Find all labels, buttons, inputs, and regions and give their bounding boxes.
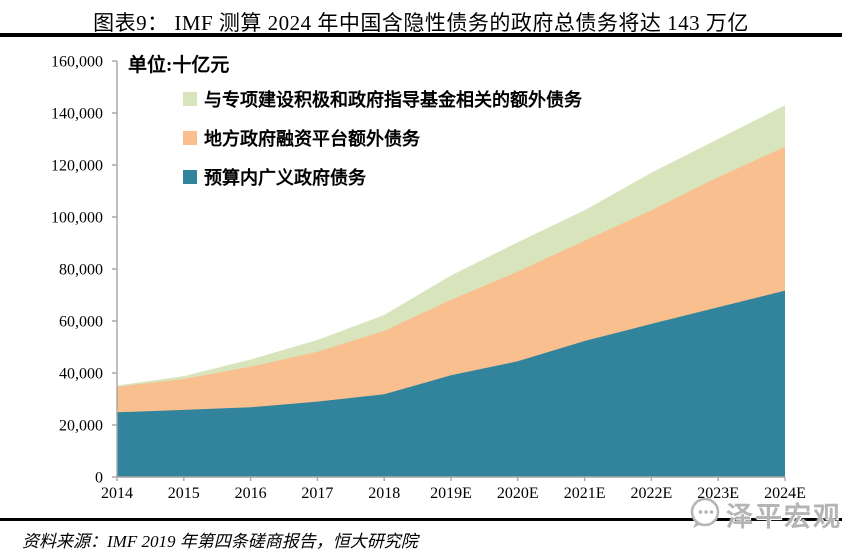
legend-label: 地方政府融资平台额外债务	[204, 129, 420, 149]
x-tick-label: 2022E	[631, 485, 673, 502]
x-tick-label: 2017	[301, 485, 333, 502]
watermark: 泽平宏观	[686, 494, 842, 534]
x-tick-label: 2024E	[764, 485, 806, 502]
area-layer-0	[117, 290, 785, 477]
y-tick-label: 80,000	[59, 262, 103, 279]
legend-label: 预算内广义政府债务	[204, 168, 366, 188]
watermark-text: 泽平宏观	[726, 501, 842, 532]
y-tick-label: 100,000	[51, 210, 103, 227]
x-tick-label: 2019E	[430, 485, 472, 502]
legend-swatch-green	[183, 92, 197, 106]
unit-label: 单位:十亿元	[128, 55, 230, 76]
title-divider-rule	[0, 33, 842, 37]
x-tick-label: 2016	[235, 485, 267, 502]
x-tick-label: 2023E	[697, 485, 739, 502]
legend-swatch-teal	[183, 170, 197, 184]
y-tick-label: 140,000	[51, 106, 103, 123]
legend-item-budget-debt: 预算内广义政府债务	[183, 166, 582, 188]
footer-divider-rule	[0, 518, 842, 521]
chart-legend: 与专项建设积极和政府指导基金相关的额外债务 地方政府融资平台额外债务 预算内广义…	[183, 88, 582, 205]
chart-title: 图表9： IMF 测算 2024 年中国含隐性债务的政府总债务将达 143 万亿	[93, 11, 749, 35]
x-tick-label: 2014	[101, 485, 133, 502]
speech-bubble-face-icon	[690, 497, 720, 528]
x-tick-label: 2018	[368, 485, 400, 502]
source-note: 资料来源：IMF 2019 年第四条磋商报告，恒大研究院	[22, 532, 418, 551]
legend-item-special-funds-debt: 与专项建设积极和政府指导基金相关的额外债务	[183, 88, 582, 110]
x-tick-label: 2020E	[497, 485, 539, 502]
x-tick-label: 2021E	[564, 485, 606, 502]
x-tick-label: 2015	[168, 485, 200, 502]
y-tick-label: 160,000	[51, 54, 103, 71]
legend-swatch-orange	[183, 131, 197, 145]
y-tick-label: 0	[95, 470, 103, 487]
y-tick-label: 60,000	[59, 314, 103, 331]
legend-item-lgfv-debt: 地方政府融资平台额外债务	[183, 127, 582, 149]
y-tick-label: 40,000	[59, 366, 103, 383]
y-tick-label: 20,000	[59, 418, 103, 435]
legend-label: 与专项建设积极和政府指导基金相关的额外债务	[204, 90, 582, 110]
y-tick-label: 120,000	[51, 158, 103, 175]
